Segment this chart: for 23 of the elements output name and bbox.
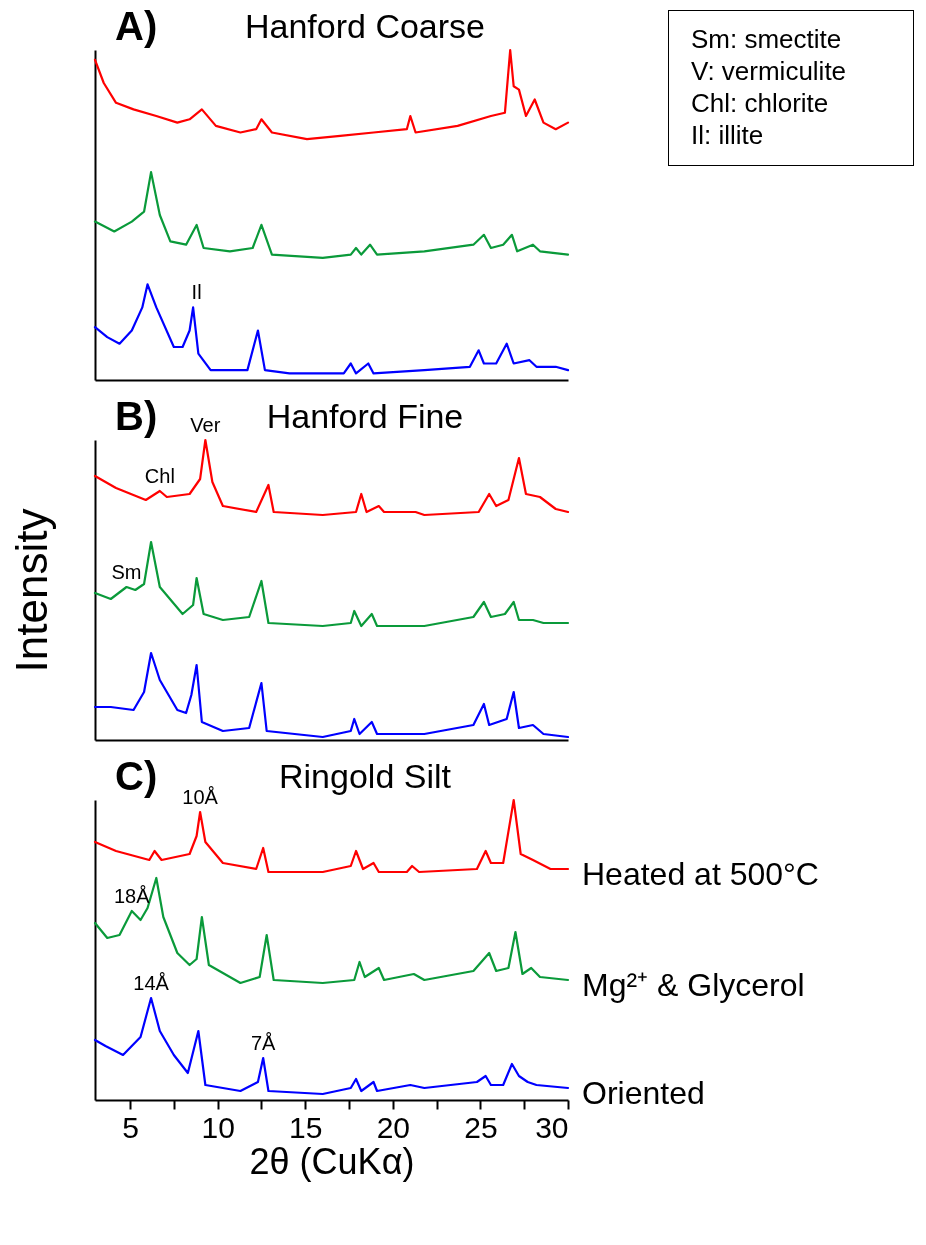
annotation: 18Å (113, 885, 151, 907)
annotation: 14Å (133, 972, 170, 994)
text: B) (115, 394, 158, 438)
x-tick-label: 25 (464, 1110, 498, 1144)
y-axis-title: Intensity (6, 508, 56, 673)
annotation: Chl (144, 465, 175, 487)
chart-title: Hanford Coarse (244, 7, 486, 45)
series-label: Mg²⁺ & Glycerol (582, 967, 805, 1003)
chart-title: Ringold Silt (279, 757, 452, 795)
note-box: Sm: smectite V: vermiculite Chl: chlorite Il: illite (668, 10, 914, 166)
text: C) (115, 754, 158, 798)
x-tick-label: 10 (201, 1110, 235, 1144)
annotation: Sm (111, 561, 142, 583)
series-label: Heated at 500°C (582, 856, 819, 892)
annotation: 10Å (182, 786, 219, 808)
annotation: Ver (190, 414, 221, 436)
annotation: Il (191, 281, 202, 304)
series-label: Oriented (582, 1075, 705, 1111)
text: A) (115, 4, 158, 48)
annotation: 7Å (250, 1032, 277, 1054)
x-tick-label: 30 (535, 1110, 569, 1144)
chart-title: Hanford Fine (266, 397, 464, 435)
x-tick-label: 5 (122, 1110, 139, 1144)
